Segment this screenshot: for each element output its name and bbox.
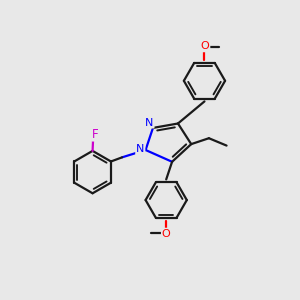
Text: N: N: [145, 118, 154, 128]
Text: O: O: [162, 229, 171, 238]
Text: F: F: [92, 128, 99, 141]
Text: O: O: [201, 41, 209, 51]
Text: N: N: [136, 144, 145, 154]
